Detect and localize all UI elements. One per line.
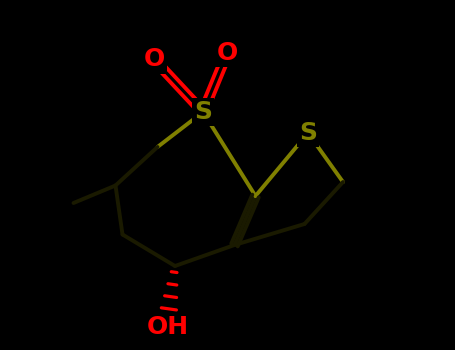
Text: O: O bbox=[143, 48, 165, 71]
Text: OH: OH bbox=[147, 315, 189, 339]
Text: O: O bbox=[217, 41, 238, 64]
Text: S: S bbox=[194, 100, 212, 124]
Text: S: S bbox=[299, 121, 317, 145]
